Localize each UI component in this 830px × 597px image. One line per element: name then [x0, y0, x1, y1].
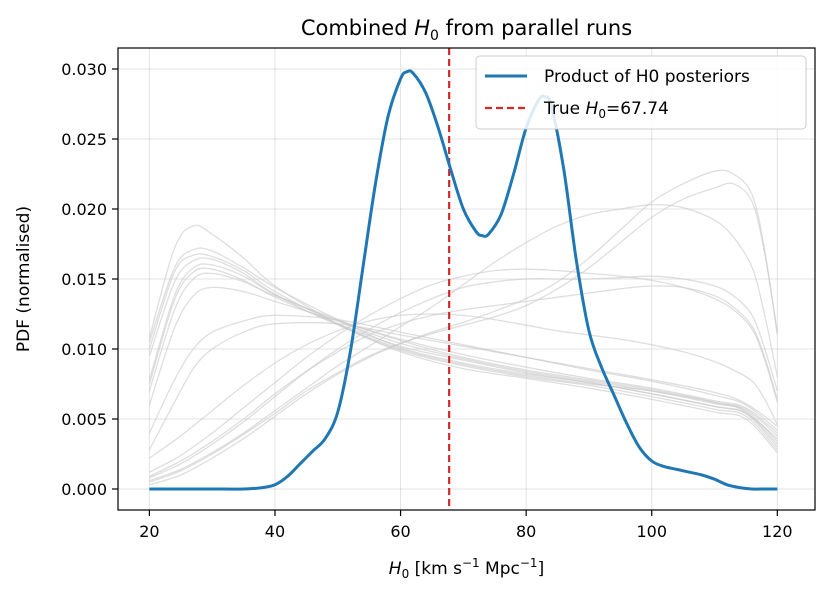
y-axis-label: PDF (normalised): [14, 206, 34, 352]
y-tick-label: 0.015: [61, 270, 107, 289]
run-posterior-line-15: [149, 313, 778, 459]
x-axis-label: H0 [km s−1 Mpc−1]: [389, 556, 544, 581]
x-tick-label: 80: [516, 522, 536, 541]
y-axis-ticks: 0.000 0.005 0.010 0.015 0.020 0.025 0.030: [61, 60, 118, 499]
product-posterior-line: [149, 69, 778, 491]
run-posterior-line-4: [148, 224, 778, 454]
x-tick-label: 120: [762, 522, 793, 541]
run-posterior-line-5: [148, 263, 778, 442]
y-tick-label: 0.025: [61, 130, 107, 149]
run-posterior-line-3: [148, 257, 778, 451]
run-posterior-line-12: [149, 182, 778, 483]
run-posterior-line-16: [149, 204, 778, 482]
run-posterior-line-9: [148, 314, 778, 434]
run-posterior-line-13: [149, 275, 778, 479]
run-posteriors: [148, 169, 778, 486]
x-tick-label: 20: [139, 522, 159, 541]
y-tick-label: 0.000: [61, 480, 107, 499]
run-posterior-line-6: [148, 267, 778, 440]
run-posterior-line-10: [148, 321, 778, 451]
x-axis-ticks: 20 40 60 80 100 120: [139, 510, 793, 541]
run-posterior-line-17: [149, 285, 778, 477]
legend-true-label: True H0=67.74: [543, 99, 669, 121]
y-tick-label: 0.010: [61, 340, 107, 359]
run-posterior-line-1: [148, 247, 778, 448]
run-posterior-line-7: [148, 272, 778, 437]
chart-title: Combined H0 from parallel runs: [301, 16, 632, 44]
legend-box: [475, 55, 807, 130]
x-tick-label: 40: [265, 522, 285, 541]
x-tick-label: 60: [390, 522, 410, 541]
y-tick-label: 0.020: [61, 200, 107, 219]
run-posterior-line-14: [149, 268, 778, 473]
run-posterior-line-8: [148, 286, 778, 434]
y-tick-label: 0.005: [61, 410, 107, 429]
legend-product-label: Product of H0 posteriors: [544, 67, 750, 87]
legend: Product of H0 posteriors True H0=67.74: [475, 55, 807, 130]
x-tick-label: 100: [636, 522, 667, 541]
y-tick-label: 0.030: [61, 60, 107, 79]
run-posterior-line-11: [149, 169, 778, 486]
